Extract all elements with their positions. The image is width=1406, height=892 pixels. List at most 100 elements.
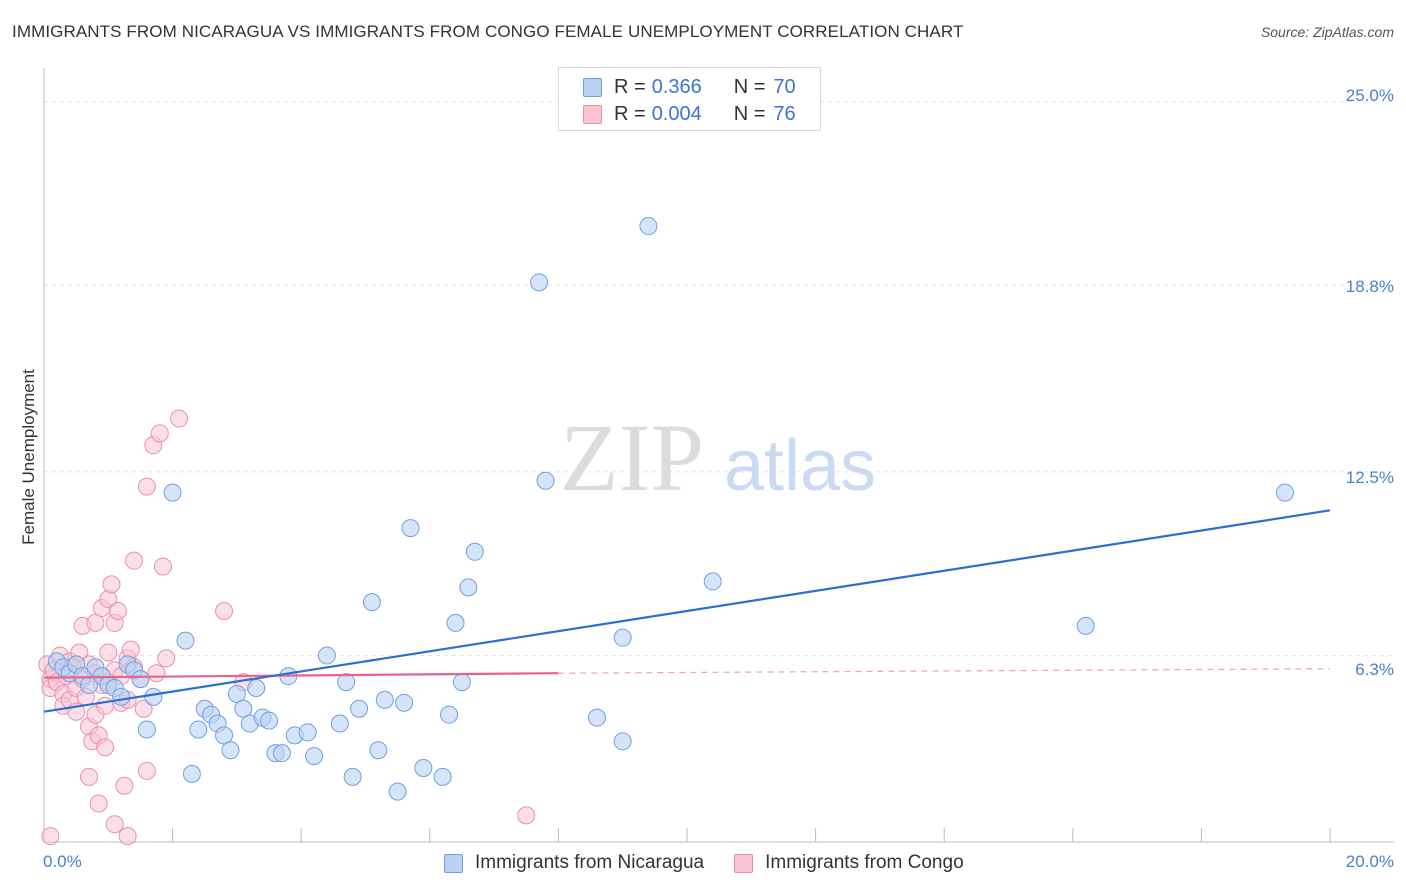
y-tick-label-25: 25.0% [1345, 86, 1394, 105]
nicaragua-point-36 [305, 747, 324, 766]
nicaragua-point-23 [215, 726, 234, 745]
nicaragua-trend-line [43, 509, 1331, 713]
nicaragua-point-59 [613, 628, 632, 647]
nicaragua-point-28 [247, 679, 266, 698]
congo-point-55 [157, 649, 176, 668]
congo-point-38 [108, 602, 127, 621]
nicaragua-point-10 [112, 687, 131, 706]
nicaragua-point-35 [298, 723, 317, 742]
nicaragua-point-37 [317, 646, 336, 665]
nicaragua-point-63 [1275, 483, 1294, 502]
congo-point-30 [96, 738, 115, 757]
congo-point-48 [134, 699, 153, 718]
congo-point-53 [150, 424, 169, 443]
nicaragua-point-56 [536, 471, 555, 490]
congo-point-20 [80, 767, 99, 786]
congo-swatch [583, 104, 602, 124]
nicaragua-point-15 [144, 687, 163, 706]
nicaragua-point-58 [613, 732, 632, 751]
axes [43, 68, 1394, 843]
nicaragua-point-43 [369, 741, 388, 760]
legend-label-nicaragua: Immigrants from Nicaragua [475, 852, 705, 873]
congo-point-56 [170, 409, 189, 428]
congo-point-45 [125, 551, 144, 570]
n-value: 76 [773, 102, 796, 125]
nicaragua-point-55 [530, 273, 549, 292]
congo-point-26 [89, 794, 108, 813]
watermark-atlas: atlas [724, 426, 876, 506]
congo-point-37 [105, 815, 124, 834]
nicaragua-point-60 [639, 217, 658, 236]
nicaragua-point-38 [330, 714, 349, 733]
y-tick-label-6-3: 6.3% [1355, 660, 1394, 679]
nicaragua-point-17 [176, 631, 195, 650]
nicaragua-point-61 [703, 572, 722, 591]
nicaragua-point-46 [395, 693, 414, 712]
nicaragua-point-14 [137, 720, 156, 739]
nicaragua-point-24 [221, 741, 240, 760]
nicaragua-point-54 [465, 542, 484, 561]
n-label: N = [733, 102, 766, 125]
nicaragua-point-19 [189, 720, 208, 739]
nicaragua-point-47 [401, 519, 420, 538]
y-tick-label-18-8: 18.8% [1345, 277, 1394, 296]
watermark: ZIP atlas [560, 404, 876, 511]
chart-title: IMMIGRANTS FROM NICARAGUA VS IMMIGRANTS … [12, 22, 964, 41]
nicaragua-point-32 [272, 744, 291, 763]
nicaragua-point-45 [388, 782, 407, 801]
legend-item-congo[interactable]: Immigrants from Congo [734, 852, 964, 874]
congo-point-44 [121, 640, 140, 659]
congo-point-50 [137, 477, 156, 496]
n-value: 70 [773, 75, 796, 98]
congo-trend-line [43, 672, 559, 679]
nicaragua-swatch [583, 77, 602, 97]
r-value: 0.004 [651, 102, 702, 125]
nicaragua-point-40 [343, 767, 362, 786]
legend-label-congo: Immigrants from Congo [765, 852, 964, 873]
congo-point-41 [115, 776, 134, 795]
congo-point-54 [153, 557, 172, 576]
nicaragua-point-30 [260, 711, 279, 730]
congo-legend-swatch [734, 853, 754, 873]
r-value: 0.366 [651, 75, 702, 98]
nicaragua-point-57 [587, 708, 606, 727]
nicaragua-point-13 [131, 670, 150, 689]
nicaragua-point-52 [452, 673, 471, 692]
r-label: R = [614, 75, 646, 98]
congo-point-34 [102, 575, 121, 594]
y-tick-label-12-5: 12.5% [1345, 468, 1394, 487]
congo-point-52 [147, 664, 166, 683]
correlation-legend: R = 0.366 N = 70 R = 0.004 N = 76 [558, 67, 821, 131]
nicaragua-point-41 [350, 699, 369, 718]
n-label: N = [733, 75, 766, 98]
gridlines [44, 101, 1394, 656]
nicaragua-points [47, 217, 1294, 801]
source-label: Source: ZipAtlas.com [1260, 24, 1394, 40]
nicaragua-point-62 [1076, 616, 1095, 635]
congo-point-22 [86, 613, 105, 632]
congo-trend-dashed [558, 668, 1331, 674]
nicaragua-point-48 [414, 758, 433, 777]
congo-point-32 [99, 643, 118, 662]
nicaragua-point-51 [446, 613, 465, 632]
congo-point-29 [96, 696, 115, 715]
legend-item-nicaragua[interactable]: Immigrants from Nicaragua [444, 852, 704, 874]
legend-row-nicaragua: R = 0.366 N = 70 [583, 75, 796, 99]
series-legend: Immigrants from Nicaragua Immigrants fro… [444, 852, 994, 874]
congo-point-60 [41, 827, 60, 846]
nicaragua-point-25 [227, 684, 246, 703]
nicaragua-point-53 [459, 578, 478, 597]
congo-point-59 [517, 806, 536, 825]
x-tick-label-0: 0.0% [43, 852, 82, 871]
nicaragua-point-16 [163, 483, 182, 502]
r-label: R = [614, 102, 646, 125]
congo-point-61 [118, 827, 137, 846]
nicaragua-legend-swatch [444, 853, 463, 873]
congo-point-57 [215, 602, 234, 621]
watermark-zip: ZIP [560, 404, 704, 511]
nicaragua-point-44 [375, 690, 394, 709]
legend-row-congo: R = 0.004 N = 76 [583, 102, 796, 126]
nicaragua-point-18 [182, 764, 201, 783]
trend-lines [43, 509, 1331, 713]
